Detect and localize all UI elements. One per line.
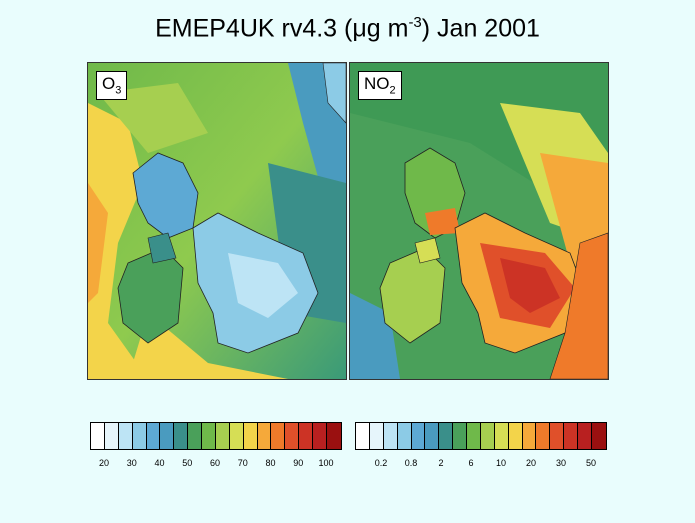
colorbar-swatch (397, 423, 412, 449)
title-unit-exponent: -3 (408, 14, 422, 31)
colorbar-swatch (564, 423, 578, 449)
colorbar-swatch (243, 423, 258, 449)
colorbar-swatch (383, 423, 398, 449)
o3-label: O3 (96, 71, 128, 101)
colorbar-tick-label: 20 (98, 458, 110, 468)
o3-map (88, 63, 346, 379)
colorbar-swatch (425, 423, 440, 449)
colorbar-swatch (174, 423, 189, 449)
no2-label-main: NO (364, 74, 390, 93)
colorbar-swatch (550, 423, 565, 449)
colorbar-swatch (411, 423, 426, 449)
no2-label-sub: 2 (389, 84, 396, 97)
colorbar-tick-label: 30 (555, 458, 567, 468)
colorbar-swatch (313, 423, 327, 449)
o3-colorbar (90, 422, 342, 450)
colorbar-tick-label: 0.8 (404, 458, 418, 468)
colorbar-tick-label: 6 (468, 458, 474, 468)
colorbar-swatch (271, 423, 286, 449)
colorbar-tick-label: 70 (237, 458, 248, 468)
no2-map-panel: NO2 (349, 62, 609, 380)
colorbar-swatch (439, 423, 454, 449)
colorbar-swatch (536, 423, 551, 449)
o3-map-panel: O3 (87, 62, 347, 380)
colorbar-swatch (369, 423, 384, 449)
o3-label-sub: 3 (115, 84, 122, 97)
colorbar-tick-label: 50 (182, 458, 193, 468)
colorbar-swatch (188, 423, 202, 449)
o3-label-main: O (102, 74, 116, 93)
colorbar-tick-label: 2 (438, 458, 444, 468)
colorbar-tick-label: 60 (209, 458, 221, 468)
colorbar-swatch (467, 423, 481, 449)
colorbar-tick-label: 80 (265, 458, 276, 468)
title-suffix: ) Jan 2001 (421, 14, 540, 43)
colorbar-swatch (132, 423, 147, 449)
no2-label: NO2 (358, 71, 402, 101)
title-prefix: EMEP4UK rv4.3 ( (155, 14, 353, 43)
colorbar-swatch (285, 423, 300, 449)
colorbar-tick-label: 50 (585, 458, 597, 468)
colorbar-tick-label: 20 (525, 458, 537, 468)
colorbar-swatch (91, 423, 105, 449)
colorbar-tick-label: 100 (318, 458, 334, 468)
colorbar-tick-label: 40 (154, 458, 165, 468)
colorbar-swatch (591, 423, 606, 449)
title-unit: g m (366, 14, 409, 43)
no2-map (350, 63, 608, 379)
colorbar-swatch (522, 423, 537, 449)
colorbar-tick-label: 10 (495, 458, 507, 468)
colorbar-swatch (215, 423, 230, 449)
colorbar-swatch (453, 423, 467, 449)
chart-title: EMEP4UK rv4.3 (μg m-3) Jan 2001 (0, 14, 695, 43)
colorbar-swatch (257, 423, 272, 449)
colorbar-tick-label: 0.2 (374, 458, 388, 468)
colorbar-swatch (160, 423, 175, 449)
title-mu: μ (352, 14, 367, 43)
colorbar-swatch (508, 423, 523, 449)
colorbar-swatch (356, 423, 370, 449)
colorbar-swatch (118, 423, 133, 449)
colorbar-tick-label: 90 (293, 458, 304, 468)
colorbar-swatch (146, 423, 161, 449)
colorbar-swatch (578, 423, 592, 449)
colorbar-swatch (104, 423, 119, 449)
colorbar-swatch (494, 423, 509, 449)
colorbar-swatch (326, 423, 341, 449)
colorbar-swatch (299, 423, 313, 449)
colorbar-tick-label: 30 (126, 458, 137, 468)
colorbar-swatch (229, 423, 244, 449)
no2-colorbar (355, 422, 607, 450)
colorbar-swatch (480, 423, 495, 449)
colorbar-swatch (202, 423, 216, 449)
